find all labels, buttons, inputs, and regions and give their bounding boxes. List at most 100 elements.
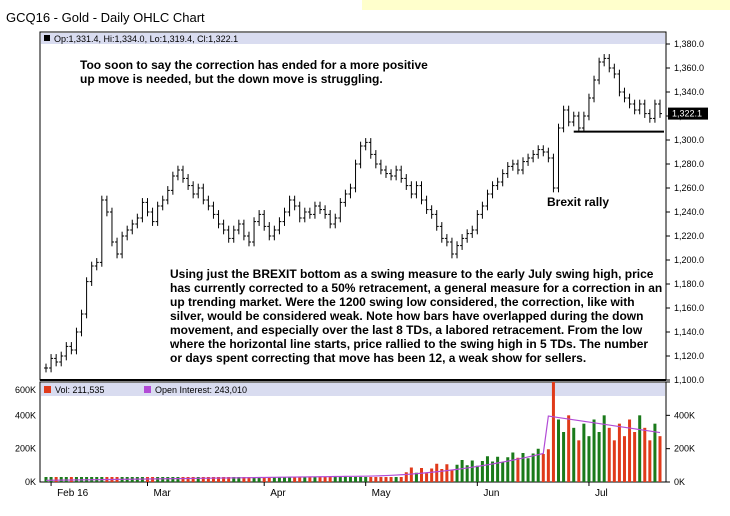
price-tick-label: 1,140.0 [674,327,704,337]
volume-bar [501,462,505,482]
volume-bar [389,477,393,482]
volume-bar [633,432,637,482]
volume-bar [59,477,63,482]
volume-bar [567,415,571,482]
volume-bar [161,477,165,482]
volume-bar [196,477,200,482]
last-price-label: 1,322.1 [672,109,702,119]
volume-bar [277,477,281,482]
volume-bar [44,477,48,482]
volume-tick-label-left: 400K [15,410,36,420]
volume-bar [592,419,596,482]
volume-bar [54,477,58,482]
top-note-line-2: up move is needed, but the down move is … [80,72,383,86]
volume-bar [338,477,342,482]
body-note-line: movement, and especially over the last 8… [170,323,643,337]
price-tick-label: 1,280.0 [674,159,704,169]
volume-tick-label-left: 200K [15,444,36,454]
month-label: Jul [595,488,608,499]
volume-bar [222,477,226,482]
volume-legend-swatch [44,386,51,393]
volume-bar [536,448,540,482]
volume-bar [526,458,530,482]
volume-bar [318,477,322,482]
volume-bar [288,477,292,482]
volume-tick-label-left: 0K [25,477,36,487]
volume-bar [506,457,510,482]
volume-bar [516,457,520,482]
top-note: Too soon to say the correction has ended… [80,58,428,86]
volume-bar [257,477,261,482]
volume-bar [440,469,444,482]
volume-bar [450,469,454,482]
volume-bar [384,477,388,482]
volume-bar [480,461,484,482]
last-price-badge [668,107,708,120]
month-label: Jun [483,488,499,499]
volume-bar [475,465,479,482]
volume-bar [460,460,464,482]
volume-bar [409,467,413,482]
volume-bar [628,419,632,482]
price-panel-frame [39,31,667,381]
price-tick-label: 1,380.0 [674,39,704,49]
volume-bar [252,477,256,482]
body-note-line: Using just the BREXIT bottom as a swing … [170,267,654,281]
volume-bar [359,477,363,482]
volume-bar [282,477,286,482]
volume-bar [638,415,642,482]
volume-tick-label-right: 0K [674,477,685,487]
volume-bar [572,427,576,482]
month-label: Feb 16 [57,488,89,499]
price-header-text: Op:1,331.4, Hi:1,334.0, Lo:1,319.4, Cl:1… [54,34,238,44]
volume-bar [232,477,236,482]
volume-bar [308,477,312,482]
price-tick-label: 1,340.0 [674,87,704,97]
volume-legend-label: Vol: 211,535 [55,385,104,395]
month-label: Apr [270,488,286,499]
volume-bar [181,477,185,482]
volume-bar [369,477,373,482]
volume-bar [496,456,500,482]
body-note: Using just the BREXIT bottom as a swing … [170,267,665,365]
top-highlight-strip [362,0,730,10]
volume-bar [511,452,515,482]
volume-bar [262,477,266,482]
body-note-line: where the horizontal line starts, price … [170,337,649,351]
volume-bar [293,477,297,482]
volume-bar [658,436,662,482]
month-label: May [372,488,391,499]
price-tick-label: 1,120.0 [674,351,704,361]
price-tick-label: 1,300.0 [674,135,704,145]
price-tick-label: 1,200.0 [674,255,704,265]
price-header-marker [44,35,50,41]
open-interest-legend-swatch [144,386,151,393]
price-tick-label: 1,240.0 [674,207,704,217]
price-tick-label: 1,100.0 [674,375,704,385]
volume-bar [404,472,408,482]
body-note-line: or days spent correcting that move has b… [170,351,587,365]
volume-bar [211,477,215,482]
volume-bar [607,427,611,482]
volume-bar [435,463,439,482]
volume-bar [176,477,180,482]
volume-bar [247,477,251,482]
price-tick-label: 1,260.0 [674,183,704,193]
volume-bar [237,477,241,482]
volume-bar [343,477,347,482]
volume-bar [546,449,550,482]
volume-bar [399,477,403,482]
volume-bar [354,477,358,482]
volume-panel-frame [39,381,667,483]
volume-bar [531,453,535,482]
body-note-line: up trending market. Were the 1200 swing … [170,295,635,309]
price-tick-label: 1,220.0 [674,231,704,241]
open-interest-legend-label: Open Interest: 243,010 [155,385,247,395]
volume-bar [227,477,231,482]
volume-bar [465,465,469,482]
volume-bar [394,477,398,482]
volume-bar [414,472,418,482]
volume-bar [242,477,246,482]
volume-bar [587,436,591,482]
